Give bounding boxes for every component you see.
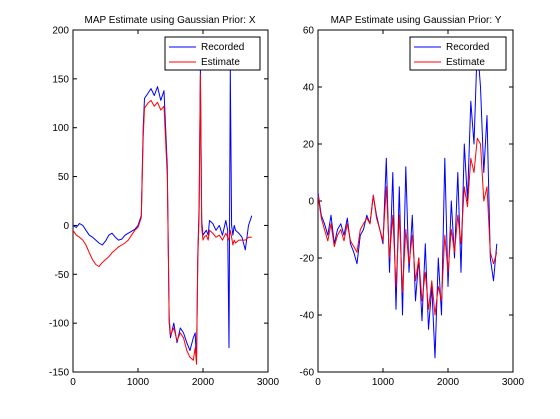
- chart-x-ytick-label: 200: [52, 26, 69, 37]
- chart-y-legend-label-estimate: Estimate: [446, 57, 485, 68]
- chart-x-xtick-label: 1000: [127, 377, 150, 388]
- chart-x-xtick-label: 2000: [192, 377, 215, 388]
- chart-x-series-layer: [72, 68, 253, 365]
- chart-x-legend-box: [164, 36, 261, 71]
- chart-x-ytick-label: -150: [49, 368, 69, 379]
- chart-y: MAP Estimate using Gaussian Prior: Y 0 10…: [300, 15, 525, 388]
- chart-y-series-estimate-line: [317, 137, 498, 316]
- chart-y-ytick-label: 20: [303, 140, 315, 151]
- chart-x-xtick-label: 0: [70, 377, 76, 388]
- chart-y-ytick-label: -60: [300, 368, 315, 379]
- chart-y-ticks: 0 1000 2000 3000 -60 -40 -20 0 20 40 60: [300, 26, 525, 389]
- chart-x-series-estimate-line: [72, 73, 252, 365]
- chart-y-legend: Recorded Estimate: [409, 36, 507, 71]
- chart-y-xtick-label: 1000: [372, 377, 395, 388]
- chart-x-xtick-label: 3000: [257, 377, 280, 388]
- chart-y-legend-label-recorded: Recorded: [446, 42, 489, 53]
- chart-x-legend-label-estimate: Estimate: [201, 57, 240, 68]
- chart-y-series-layer: [317, 43, 498, 359]
- chart-y-title: MAP Estimate using Gaussian Prior: Y: [331, 15, 502, 26]
- chart-x-ytick-label: 0: [63, 221, 69, 232]
- chart-y-ytick-label: -20: [300, 254, 315, 265]
- chart-y-legend-box: [409, 36, 507, 71]
- chart-y-ytick-label: 60: [303, 26, 315, 37]
- chart-x-title: MAP Estimate using Gaussian Prior: X: [85, 15, 256, 26]
- chart-y-ytick-label: -40: [300, 311, 315, 322]
- chart-x: MAP Estimate using Gaussian Prior: X 0 10…: [49, 15, 280, 388]
- chart-x-ytick-label: 50: [58, 172, 70, 183]
- chart-x-legend-label-recorded: Recorded: [201, 42, 244, 53]
- chart-x-ytick-label: -50: [55, 270, 70, 281]
- chart-x-ytick-label: 100: [52, 123, 69, 134]
- chart-y-series-recorded-line: [317, 43, 498, 359]
- chart-y-ytick-label: 0: [308, 197, 314, 208]
- chart-x-ticks: 0 1000 2000 3000 -150 -100 -50 0 50 100 150 200: [49, 26, 280, 389]
- chart-y-ytick-label: 40: [303, 83, 315, 94]
- chart-x-legend: Recorded Estimate: [164, 36, 261, 71]
- chart-x-ytick-label: -100: [49, 319, 69, 330]
- chart-y-xtick-label: 0: [315, 377, 321, 388]
- chart-x-plot-area: [72, 29, 269, 373]
- chart-y-xtick-label: 3000: [502, 377, 525, 388]
- chart-x-ytick-label: 150: [52, 74, 69, 85]
- chart-y-xtick-label: 2000: [437, 377, 460, 388]
